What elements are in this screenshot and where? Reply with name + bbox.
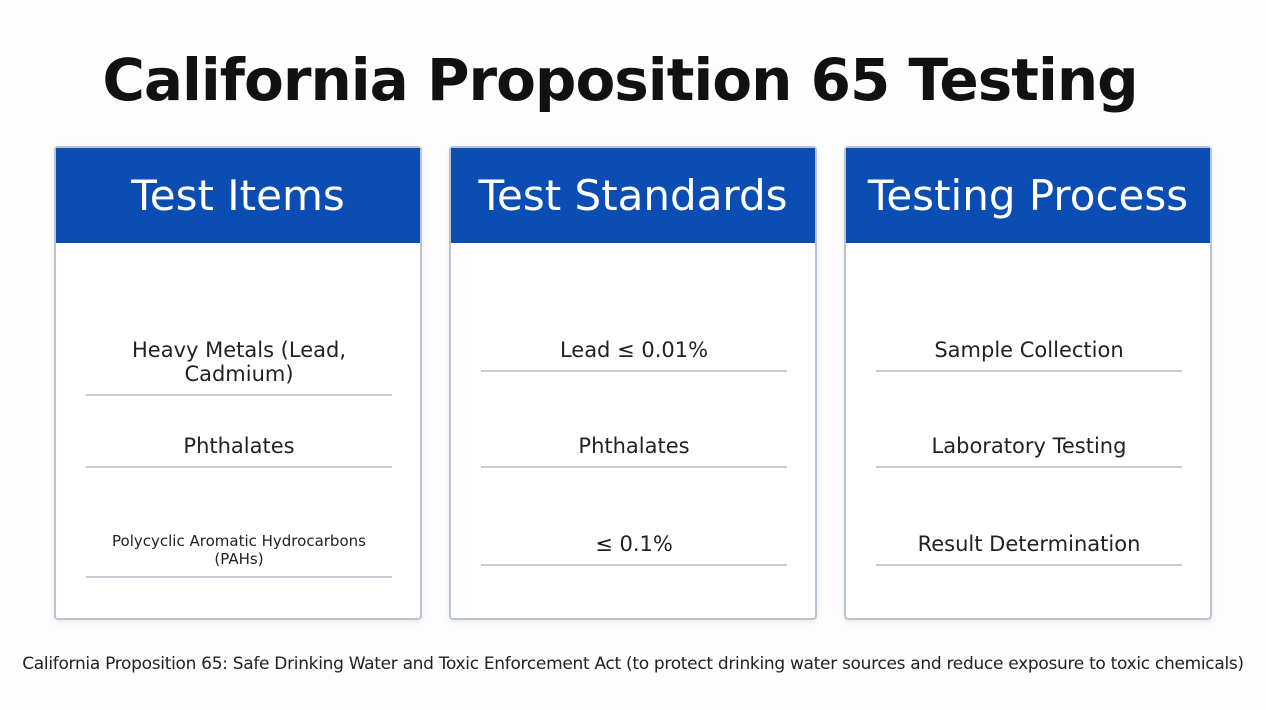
panel-item: Polycyclic Aromatic Hydrocarbons (PAHs) (86, 532, 392, 578)
panel-item: Sample Collection (876, 338, 1182, 372)
panel-item: Heavy Metals (Lead, Cadmium) (86, 338, 392, 396)
panel-item: Lead ≤ 0.01% (481, 338, 787, 372)
panel: Test Standards Lead ≤ 0.01% Phthalates ≤ 0.… (449, 146, 817, 620)
panel: Test Items Heavy Metals (Lead, Cadmium) Ph… (54, 146, 422, 620)
footer-note: California Proposition 65: Safe Drinking… (22, 654, 1244, 674)
page-title: California Proposition 65 Testing (102, 46, 1138, 114)
panel-title: Test Standards (451, 148, 815, 243)
panel-item: Result Determination (876, 532, 1182, 566)
panel-item: Phthalates (86, 434, 392, 468)
panel-item: Laboratory Testing (876, 434, 1182, 468)
panel-item: Phthalates (481, 434, 787, 468)
panel: Testing Process Sample Collection Laborato… (844, 146, 1212, 620)
panel-item: ≤ 0.1% (481, 532, 787, 566)
panel-title: Test Items (56, 148, 420, 243)
panel-title: Testing Process (846, 148, 1210, 243)
